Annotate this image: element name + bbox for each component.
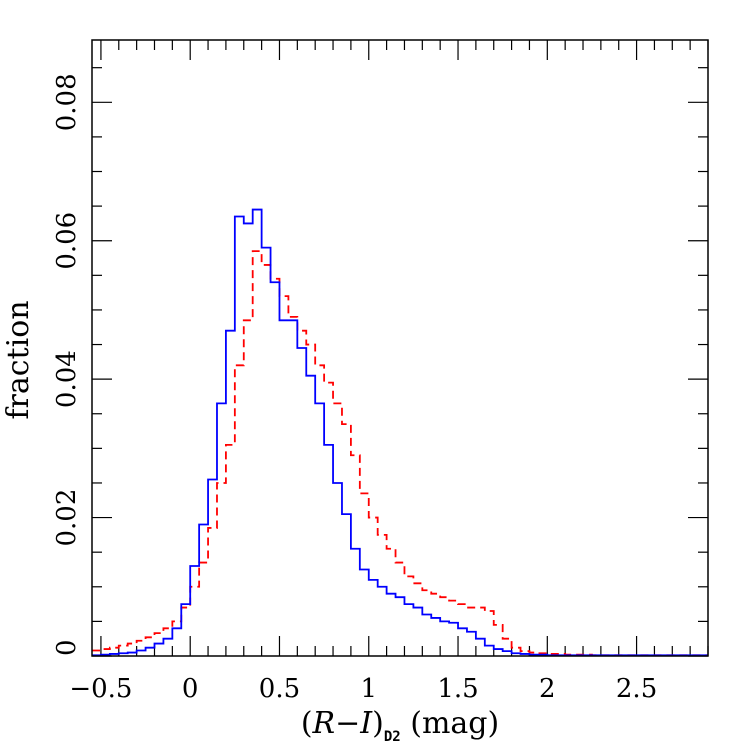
y-axis-title: fraction — [1, 300, 36, 419]
x-tick-label: 2.5 — [616, 674, 657, 704]
series-line-2 — [92, 208, 708, 657]
y-tick-label: 0.06 — [52, 212, 82, 270]
x-tick-label: 1 — [360, 674, 377, 704]
y-tick-labels: 0 0.02 0.04 0.06 0.08 — [52, 73, 82, 656]
x-tick-label: −0.5 — [69, 674, 132, 704]
y-tick-label: 0.02 — [52, 489, 82, 547]
x-axis-title: (R−I)D2 (mag) — [301, 706, 499, 745]
series-group — [92, 208, 708, 657]
y-tick-label: 0.08 — [52, 73, 82, 131]
x-tick-label: 0.5 — [259, 674, 300, 704]
series-line-1 — [92, 250, 708, 657]
tick-marks — [92, 40, 709, 657]
x-tick-labels: −0.5 0 0.5 1 1.5 2 2.5 — [69, 674, 657, 704]
x-tick-label: 0 — [182, 674, 199, 704]
y-tick-label: 0 — [52, 639, 82, 656]
x-tick-label: 2 — [539, 674, 556, 704]
plot-frame — [91, 39, 709, 657]
y-tick-label: 0.04 — [52, 350, 82, 408]
x-tick-label: 1.5 — [437, 674, 478, 704]
